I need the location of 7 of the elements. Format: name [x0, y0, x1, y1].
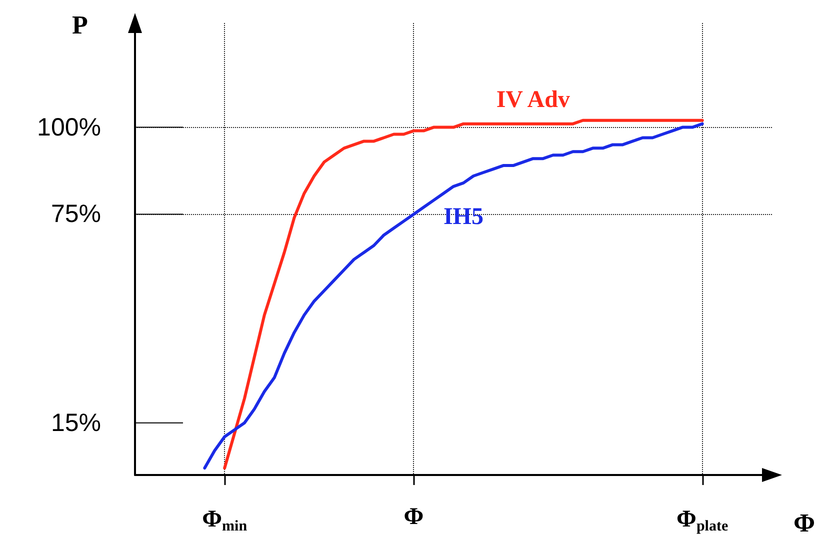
series-label: IH5 [443, 204, 484, 230]
y-tick-label: 100% [37, 113, 101, 142]
y-tick-label: 75% [50, 200, 101, 228]
x-tick-label: Φ [404, 504, 424, 530]
y-axis-title: P [72, 10, 88, 40]
series-label: IV Adv [496, 86, 570, 113]
y-tick-label: 15% [50, 408, 101, 437]
